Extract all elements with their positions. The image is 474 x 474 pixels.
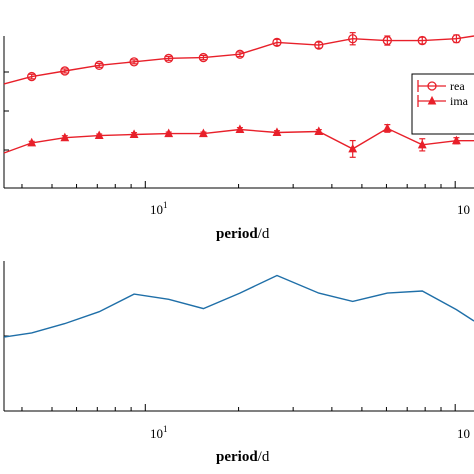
data-point xyxy=(235,124,245,133)
top-panel: 101 10 period/d rea ima xyxy=(3,32,474,242)
bottom-x-axis-label: period/d xyxy=(216,449,270,465)
legend-label-ima: ima xyxy=(450,94,469,108)
bottom-x-minor-ticks xyxy=(21,404,456,411)
data-point xyxy=(164,53,174,63)
bottom-xtick-label-100: 10 xyxy=(457,426,470,441)
data-point xyxy=(198,128,208,138)
bottom-panel: 101 10 period/d xyxy=(3,261,474,465)
data-point xyxy=(417,35,427,46)
data-point xyxy=(60,66,70,76)
data-point xyxy=(94,60,104,70)
bottom-xtick-label-10: 101 xyxy=(150,424,168,441)
data-point xyxy=(94,130,104,140)
legend-label-rea: rea xyxy=(450,79,465,93)
data-point xyxy=(451,135,461,145)
data-point xyxy=(198,52,209,63)
top-series-group xyxy=(3,32,474,158)
legend-entry-ima: ima xyxy=(417,94,469,108)
bottom-series-group xyxy=(3,274,474,338)
legend-entry-rea: rea xyxy=(417,79,465,93)
data-point xyxy=(451,34,462,44)
data-point xyxy=(348,34,358,44)
legend-marker-ima xyxy=(427,95,437,105)
top-xtick-label-100: 10 xyxy=(457,202,470,217)
data-point xyxy=(235,49,245,59)
top-plot-area xyxy=(3,32,474,189)
series-line-rea xyxy=(3,35,474,85)
data-point xyxy=(129,57,139,67)
data-point xyxy=(382,35,392,46)
data-point xyxy=(382,123,392,132)
top-x-minor-ticks xyxy=(21,181,456,188)
data-point xyxy=(27,137,37,147)
data-point xyxy=(314,40,324,50)
series-line-series-0 xyxy=(3,274,474,338)
legend-box xyxy=(411,73,474,135)
data-point xyxy=(348,143,358,153)
data-point xyxy=(60,132,70,142)
top-x-axis-label: period/d xyxy=(216,226,270,242)
data-point xyxy=(129,129,139,138)
top-legend: rea ima xyxy=(411,73,474,135)
bottom-plot-area xyxy=(3,261,474,412)
data-point xyxy=(417,139,427,149)
data-point xyxy=(314,126,324,135)
data-point xyxy=(272,127,282,137)
top-xtick-label-10: 101 xyxy=(150,200,168,217)
data-point xyxy=(27,71,37,82)
data-point xyxy=(164,128,174,138)
legend-marker-rea xyxy=(427,81,437,91)
data-point xyxy=(272,37,282,48)
